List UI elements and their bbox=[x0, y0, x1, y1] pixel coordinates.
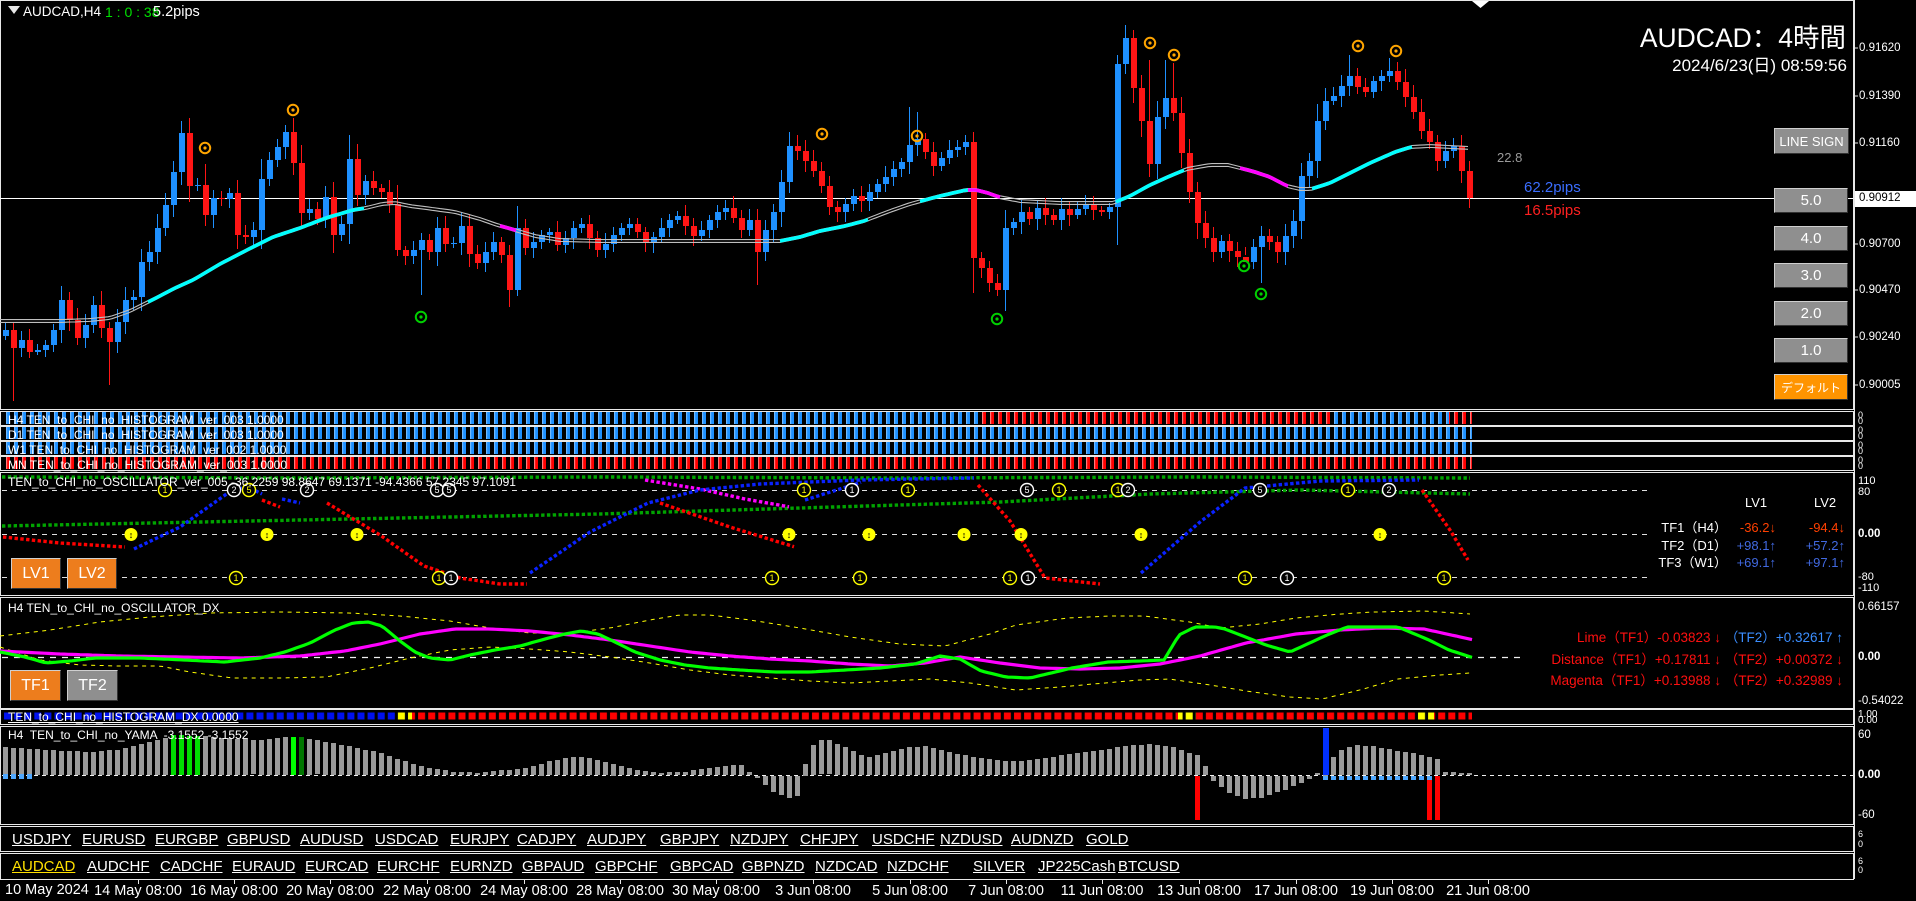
svg-text:1: 1 bbox=[1345, 485, 1350, 495]
svg-text:↕: ↕ bbox=[1378, 530, 1383, 540]
svg-text:1: 1 bbox=[1441, 573, 1446, 583]
svg-text:1: 1 bbox=[162, 485, 167, 495]
svg-text:5: 5 bbox=[1257, 485, 1262, 495]
svg-text:1: 1 bbox=[769, 573, 774, 583]
svg-text:↕: ↕ bbox=[1139, 530, 1144, 540]
svg-text:1: 1 bbox=[801, 485, 806, 495]
svg-text:1: 1 bbox=[849, 485, 854, 495]
svg-text:1: 1 bbox=[1025, 573, 1030, 583]
svg-text:↕: ↕ bbox=[962, 530, 967, 540]
svg-text:1: 1 bbox=[1284, 573, 1289, 583]
svg-text:1: 1 bbox=[857, 573, 862, 583]
svg-text:5: 5 bbox=[1024, 485, 1029, 495]
svg-text:↕: ↕ bbox=[265, 530, 270, 540]
svg-text:1: 1 bbox=[448, 573, 453, 583]
svg-text:1: 1 bbox=[233, 573, 238, 583]
svg-text:1: 1 bbox=[1242, 573, 1247, 583]
svg-text:1: 1 bbox=[1007, 573, 1012, 583]
svg-text:2: 2 bbox=[304, 485, 309, 495]
svg-text:1: 1 bbox=[905, 485, 910, 495]
svg-text:5: 5 bbox=[434, 485, 439, 495]
svg-text:1: 1 bbox=[436, 573, 441, 583]
svg-text:↕: ↕ bbox=[129, 530, 134, 540]
svg-text:2: 2 bbox=[1125, 485, 1130, 495]
svg-text:↕: ↕ bbox=[355, 530, 360, 540]
svg-text:5: 5 bbox=[246, 485, 251, 495]
svg-text:2: 2 bbox=[1386, 485, 1391, 495]
svg-text:2: 2 bbox=[231, 485, 236, 495]
svg-text:1: 1 bbox=[1056, 485, 1061, 495]
svg-text:1: 1 bbox=[1115, 485, 1120, 495]
svg-text:↕: ↕ bbox=[867, 530, 872, 540]
svg-text:↕: ↕ bbox=[1019, 530, 1024, 540]
svg-text:↕: ↕ bbox=[787, 530, 792, 540]
svg-text:5: 5 bbox=[446, 485, 451, 495]
